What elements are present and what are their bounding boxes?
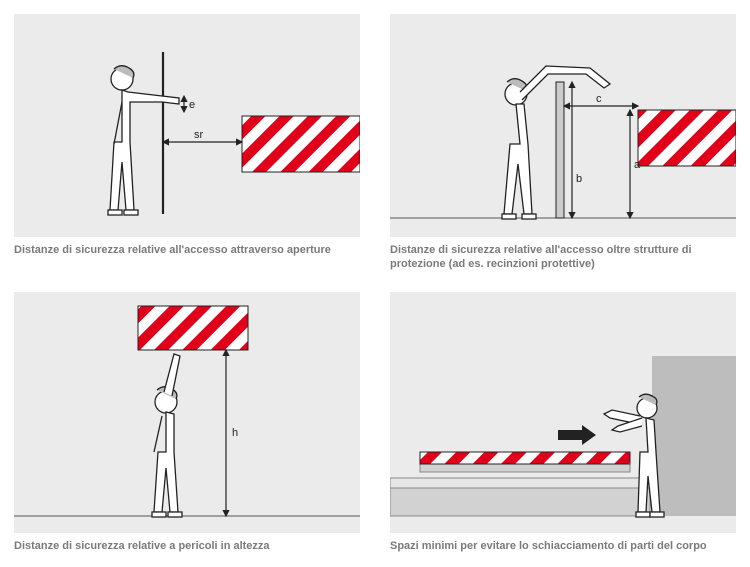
person-figure	[152, 354, 182, 517]
dim-b: b	[576, 173, 582, 185]
caption-3: Distanze di sicurezza relative a pericol…	[14, 539, 360, 553]
dim-h: h	[232, 427, 238, 439]
dim-c: c	[596, 93, 602, 105]
caption-2: Distanze di sicurezza relative all'acces…	[390, 243, 736, 272]
caption-4: Spazi minimi per evitare lo schiacciamen…	[390, 539, 736, 553]
panel-crushing-clearance	[390, 292, 736, 533]
dim-a: a	[634, 159, 641, 171]
panel-overhead-hazard: h	[14, 292, 360, 533]
motion-arrow-icon	[558, 425, 596, 445]
person-figure	[108, 66, 179, 215]
panel-reach-over-structure: c a b	[390, 14, 736, 237]
dim-sr: sr	[194, 129, 204, 141]
panel-reach-through-opening: e sr	[14, 14, 360, 237]
dim-e: e	[189, 99, 195, 111]
caption-1: Distanze di sicurezza relative all'acces…	[14, 243, 360, 257]
